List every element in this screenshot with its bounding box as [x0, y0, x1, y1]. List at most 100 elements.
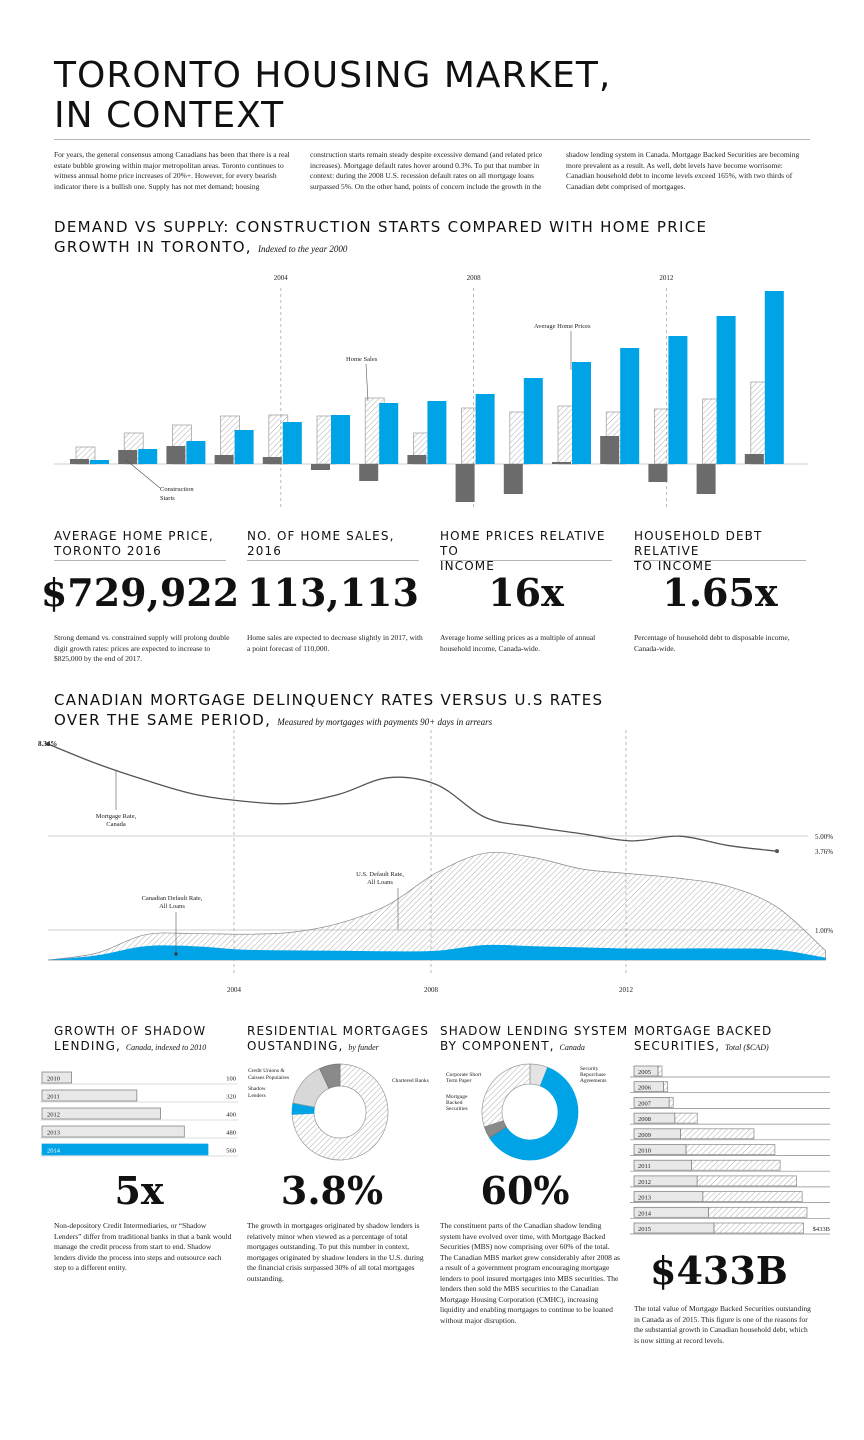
construction-starts-bar [166, 446, 186, 464]
mbs-value-bar [680, 1128, 755, 1140]
mortgage-rate-line [47, 743, 778, 852]
stat-label-line-1: AVERAGE HOME PRICE, [54, 529, 214, 543]
panel-value: 60% [480, 1168, 570, 1213]
mbs-year-label: 2007 [638, 1100, 652, 1107]
donut-slice [291, 1063, 389, 1161]
x-tick-label: 2004 [274, 274, 289, 282]
page-title-line-2: IN CONTEXT [54, 95, 285, 136]
average-home-price-bar [331, 415, 350, 464]
label-credit-unions-1: Credit Unions & [248, 1068, 285, 1074]
label-mbs-3: Securities [446, 1106, 468, 1112]
panel-title-line-2: SECURITIES, [634, 1039, 721, 1053]
panel-title-line-1: GROWTH OF SHADOW [54, 1024, 207, 1038]
average-home-price-bar [572, 362, 591, 464]
page-title-line-1: TORONTO HOUSING MARKET, [54, 55, 612, 96]
stat-label: HOUSEHOLD DEBT RELATIVE TO INCOME [634, 529, 814, 574]
section-1-title-line-2: GROWTH IN TORONTO, [54, 238, 252, 256]
shadow-lending-bar [41, 1107, 161, 1120]
canada-default-label-2: All Loans [159, 903, 185, 910]
mbs-year-label: 2015 [638, 1226, 651, 1233]
mbs-end-label: $433B [813, 1226, 831, 1233]
mbs-value-bar [663, 1081, 668, 1093]
stat-label-line-2: TORONTO 2016 [54, 544, 162, 558]
stat-description: Strong demand vs. constrained supply wil… [54, 633, 230, 663]
panel-description: The growth in mortgages originated by sh… [247, 1221, 424, 1283]
shadow-lending-value-label: 100 [226, 1076, 236, 1083]
section-1-title: DEMAND VS SUPPLY: CONSTRUCTION STARTS CO… [54, 217, 814, 259]
us-default-rate-area [47, 851, 826, 961]
stat-label-line-2: INCOME [440, 559, 495, 573]
annotation-leader [365, 363, 369, 402]
stat-description: Home sales are expected to decrease slig… [247, 633, 423, 653]
page-title: TORONTO HOUSING MARKET, IN CONTEXT [54, 56, 674, 136]
mortgage-rate-end-label: 3.76% [815, 848, 833, 856]
stat-divider [440, 560, 612, 561]
us-default-label-2: All Loans [367, 879, 393, 886]
mbs-value-bar [713, 1222, 805, 1234]
mbs-value-bar [702, 1191, 803, 1202]
panel-value: 3.8% [280, 1168, 384, 1213]
donut-slice [319, 1063, 341, 1089]
label-shadow-lenders-1: Shadow [248, 1086, 266, 1092]
stat-label: HOME PRICES RELATIVE TO INCOME [440, 529, 620, 574]
title-divider [54, 139, 810, 140]
shadow-lending-growth-chart: 2010 100 2011 320 2012 400 2013 480 2014 560 [40, 1071, 238, 1157]
donut-slice [481, 1063, 531, 1128]
canadian-default-rate-area [48, 944, 826, 960]
intro-column-2: construction starts remain steady despit… [310, 150, 543, 191]
panel-description: The constituent parts of the Canadian sh… [440, 1221, 620, 1325]
stat-divider [634, 560, 806, 561]
mortgage-rate-start-point [46, 742, 50, 746]
stat-label: AVERAGE HOME PRICE, TORONTO 2016 [54, 529, 234, 559]
section-2-title-line-2: OVER THE SAME PERIOD, [54, 711, 272, 729]
construction-starts-bar [503, 464, 523, 494]
donut-slice [488, 1066, 579, 1161]
mbs-year-label: 2012 [638, 1179, 651, 1186]
label-paper-2: Term Paper [446, 1078, 472, 1084]
x-tick-label: 2008 [424, 986, 439, 994]
panel-description: Non-depository Credit Intermediaries, or… [54, 1221, 232, 1272]
annotation-home-sales: Home Sales [346, 356, 378, 363]
shadow-lending-year-label: 2012 [47, 1112, 60, 1119]
mbs-year-label: 2009 [638, 1132, 651, 1139]
construction-starts-bar [407, 455, 427, 464]
annotation-dot [174, 952, 178, 956]
construction-starts-bar [70, 459, 89, 464]
mbs-value-bar [668, 1097, 674, 1108]
shadow-lending-bar [41, 1143, 209, 1156]
panel-value: $433B [650, 1248, 788, 1293]
section-1-title-line-1: DEMAND VS SUPPLY: CONSTRUCTION STARTS CO… [54, 218, 708, 236]
shadow-lending-year-label: 2013 [47, 1130, 60, 1137]
mortgage-rate-start-label: 8.34% [38, 740, 57, 748]
mbs-year-label: 2008 [638, 1116, 651, 1123]
construction-starts-bar [118, 450, 138, 464]
construction-starts-bar [359, 464, 379, 481]
shadow-lending-value-label: 400 [226, 1112, 236, 1119]
stat-label-line-1: HOUSEHOLD DEBT RELATIVE [634, 529, 763, 558]
average-home-price-bar [282, 422, 302, 464]
shadow-lending-year-label: 2010 [47, 1076, 60, 1083]
average-home-price-bar [379, 403, 399, 464]
section-2-subtitle: Measured by mortgages with payments 90+ … [277, 717, 493, 727]
average-home-price-bar [620, 348, 640, 464]
section-2-title-line-1: CANADIAN MORTGAGE DELINQUENCY RATES VERS… [54, 691, 604, 709]
panel-title: MORTGAGE BACKED SECURITIES, Total ($CAD) [634, 1024, 824, 1055]
mbs-year-label: 2005 [638, 1069, 651, 1076]
mbs-value-bar [708, 1206, 808, 1218]
annotation-leader [125, 459, 161, 489]
intro-column-3: shadow lending system in Canada. Mortgag… [566, 150, 800, 191]
mbs-value-bar [657, 1065, 663, 1077]
stat-label-line-1: HOME PRICES RELATIVE TO [440, 529, 606, 558]
panel-subtitle: Total ($CAD) [725, 1043, 769, 1052]
construction-starts-bar [648, 464, 668, 482]
x-tick-label: 2008 [467, 274, 482, 282]
panel-description: The total value of Mortgage Backed Secur… [634, 1304, 811, 1345]
stat-description: Percentage of household debt to disposab… [634, 633, 790, 653]
mbs-value-bar [685, 1144, 776, 1155]
average-home-price-bar [716, 316, 736, 464]
section-1-subtitle: Indexed to the year 2000 [257, 244, 348, 254]
stat-label-line-2: TO INCOME [634, 559, 713, 573]
x-tick-label: 2004 [227, 986, 242, 994]
label-repo-1: Security [580, 1066, 599, 1072]
mortgage-rate-end-point [775, 849, 779, 854]
